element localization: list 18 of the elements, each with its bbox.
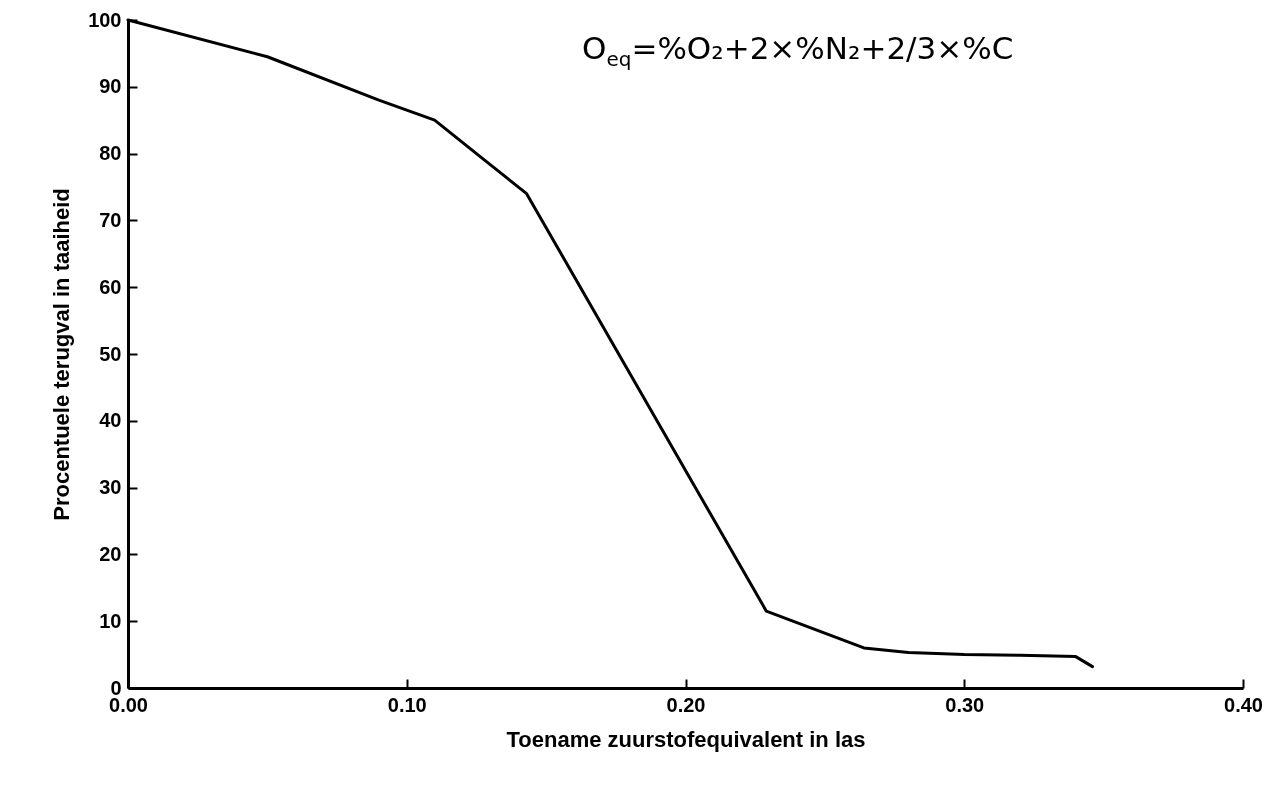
y-tick-label: 20 [99,542,122,565]
x-axis-title: Toename zuurstofequivalent in las [506,726,866,752]
y-tick-label: 80 [99,142,122,165]
annotation: O$_{eq}$=%O₂+2×%N₂+2/3×%C [582,30,1014,72]
y-tick-label: 100 [88,8,122,31]
x-tick-label: 0.30 [945,693,985,716]
y-tick-label: 40 [99,409,122,432]
y-tick-label: 60 [99,275,122,298]
y-tick-label: 90 [99,75,122,98]
y-tick-label: 70 [99,208,122,231]
x-tick-label: 0.10 [387,693,427,716]
x-tick-label: 0.20 [666,693,706,716]
y-axis-title: Procentuele terugval in taaiheid [49,188,75,521]
y-tick-label: 30 [99,476,122,499]
x-tick-label: 0.40 [1224,693,1263,716]
y-tick-label: 10 [99,609,122,632]
y-tick-label: 50 [99,342,122,365]
y-tick-label: 0 [110,676,122,699]
